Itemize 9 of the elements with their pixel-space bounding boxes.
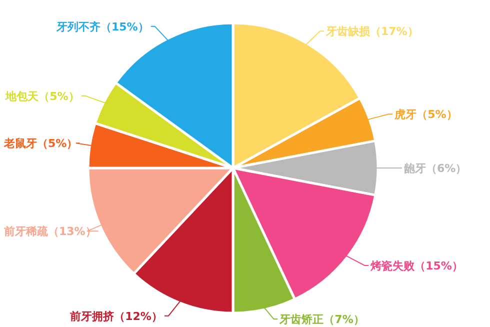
slice-label: 烤瓷失败（15%） xyxy=(370,259,463,272)
slice-label: 地包天（5%） xyxy=(4,90,80,103)
slice-label: 牙列不齐（15%） xyxy=(55,20,149,34)
slice-label: 牙齿缺损（17%） xyxy=(324,25,418,38)
slice-label: 虎牙（5%） xyxy=(394,108,458,122)
slice-label: 牙齿矫正（7%） xyxy=(278,313,364,326)
slice-label: 前牙拥挤（12%） xyxy=(69,310,162,323)
slice-label: 龅牙（6%） xyxy=(403,162,467,175)
slice-label: 老鼠牙（5%） xyxy=(3,137,78,150)
